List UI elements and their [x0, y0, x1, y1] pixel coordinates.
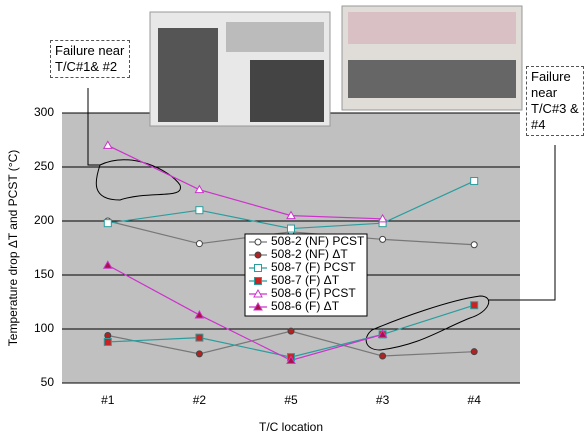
photo-left-c	[250, 60, 324, 122]
marker	[196, 241, 202, 247]
x-tick-label: #1	[101, 393, 115, 407]
marker	[196, 207, 203, 214]
annotation: Failure near T/C#1& #2	[50, 40, 130, 78]
y-tick-label: 50	[41, 375, 55, 389]
marker	[105, 332, 111, 338]
x-tick-label: #3	[376, 393, 390, 407]
y-axis-label: Temperature drop ΔT and PCST (°C)	[6, 150, 20, 346]
x-tick-label: #2	[193, 393, 207, 407]
photos	[150, 6, 522, 126]
photo-right-b	[348, 60, 516, 98]
y-tick-label: 150	[34, 267, 54, 281]
photo-left-a	[158, 28, 218, 122]
marker	[196, 351, 202, 357]
x-axis-label: T/C location	[259, 420, 323, 434]
marker	[471, 302, 478, 309]
x-tick-label: #4	[468, 393, 482, 407]
marker	[288, 225, 295, 232]
marker	[104, 338, 111, 345]
y-tick-label: 200	[34, 213, 54, 227]
marker	[255, 239, 261, 245]
photo-right-a	[348, 12, 516, 44]
marker	[255, 265, 262, 272]
marker	[380, 353, 386, 359]
y-tick-label: 100	[34, 321, 54, 335]
legend-label: 508-6 (F) PCST	[271, 286, 356, 300]
marker	[471, 349, 477, 355]
x-tick-label: #5	[284, 393, 298, 407]
marker	[471, 178, 478, 185]
y-tick-label: 250	[34, 159, 54, 173]
figure: Temperature drop ΔT and PCST (°C) T/C lo…	[0, 0, 585, 438]
legend-label: 508-7 (F) PCST	[271, 260, 356, 274]
marker	[255, 278, 262, 285]
y-tick-label: 300	[34, 105, 54, 119]
marker	[288, 328, 294, 334]
page: Temperature drop ΔT and PCST (°C) T/C lo…	[0, 0, 585, 438]
marker	[255, 252, 261, 258]
legend-label: 508-7 (F) ΔT	[271, 273, 340, 287]
legend-label: 508-6 (F) ΔT	[271, 299, 340, 313]
legend-label: 508-2 (NF) PCST	[271, 234, 365, 248]
marker	[104, 220, 111, 227]
annotation: Failure near T/C#3 & #4	[526, 66, 584, 136]
marker	[196, 334, 203, 341]
photo-left-b	[226, 22, 324, 52]
marker	[380, 236, 386, 242]
marker	[471, 242, 477, 248]
legend-label: 508-2 (NF) ΔT	[271, 247, 348, 261]
